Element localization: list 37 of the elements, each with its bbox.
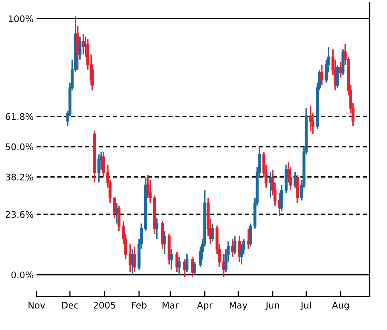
y-tick-label: 23.6% (6, 211, 34, 218)
candlestick (320, 64, 324, 86)
candlestick (234, 236, 237, 256)
x-tick-label: Feb (132, 302, 147, 309)
y-tick-label: 100% (9, 16, 34, 22)
candlestick (156, 218, 159, 240)
candlestick (309, 105, 312, 132)
x-tick-label: May (230, 302, 248, 311)
x-tick-label: Aug (332, 302, 349, 311)
candlestick (296, 174, 300, 204)
y-tick-label: 50.0% (6, 144, 34, 150)
x-tick-label: Apr (197, 302, 213, 311)
x-tick-label: Jul (300, 302, 312, 311)
candlestick (194, 261, 196, 276)
x-tick-label: 2005 (94, 302, 116, 309)
candlestick (76, 26, 80, 71)
candlestick (289, 166, 292, 192)
candlestick (98, 154, 101, 184)
candlestick (170, 248, 174, 271)
candlestick (161, 220, 164, 250)
candlestick (238, 236, 242, 263)
y-tick-label: 61.8% (6, 113, 34, 120)
x-tick-label: Dec (62, 302, 78, 309)
y-tick-label: 38.2% (6, 174, 34, 181)
x-tick-label: Mar (162, 302, 180, 309)
candlestick (133, 246, 136, 274)
candlestick (336, 64, 340, 89)
candlestick (186, 254, 189, 274)
x-tick-label: Nov (28, 302, 46, 309)
candlestick (168, 233, 171, 266)
y-tick-label: 0.0% (12, 272, 34, 279)
x-tick-label: Jun (266, 302, 280, 311)
candlestick (176, 251, 179, 274)
candlestick (211, 223, 214, 242)
candlestick (82, 34, 86, 56)
candlestick (178, 256, 181, 276)
candlestick (163, 230, 166, 256)
